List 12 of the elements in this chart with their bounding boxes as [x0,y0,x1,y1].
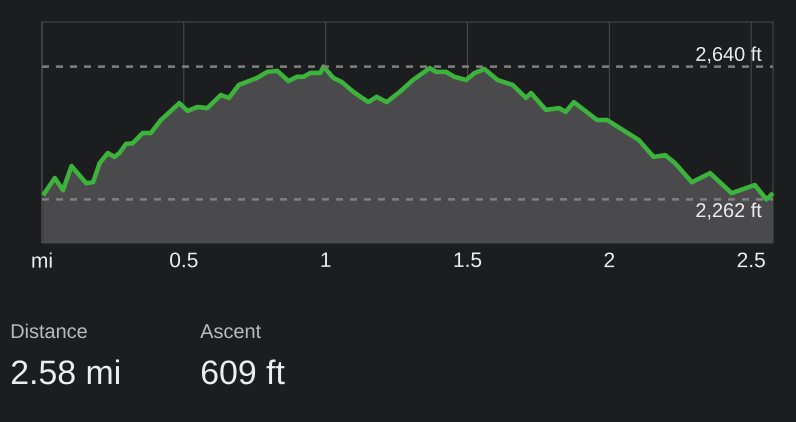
x-tick-label: 2 [604,252,614,268]
text: Distance [12,324,87,338]
x-tick-label: 0.5 [170,252,198,268]
x-tick-label: 2.5 [738,252,765,268]
ref-line-label: 2,640 ft [696,46,762,64]
x-tick-label: mi [32,252,52,268]
ref-line-label: 2,262 ft [696,202,762,220]
text: 609 ft [202,359,285,384]
text: Ascent [200,324,261,338]
text: 2.58 mi [12,359,119,384]
x-tick-label: 1 [321,252,330,267]
x-tick-label: 1.5 [454,252,482,268]
